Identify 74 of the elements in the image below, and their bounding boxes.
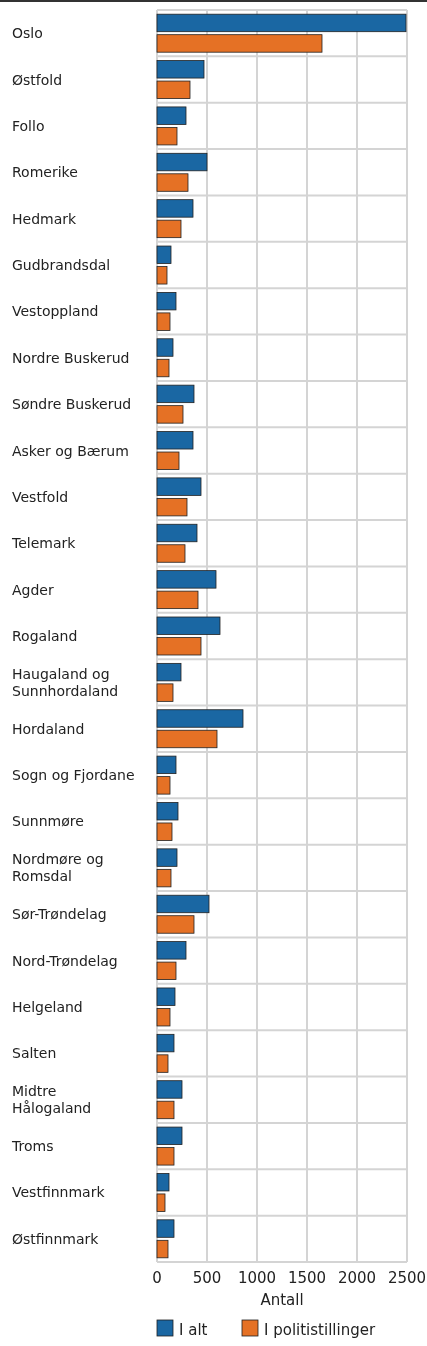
- bar: [156, 358, 170, 378]
- y-tick-label: Sogn og Fjordane: [12, 767, 135, 784]
- legend-label: I politistillinger: [264, 1321, 376, 1339]
- bar: [156, 13, 407, 33]
- bar: [156, 776, 171, 795]
- bar: [156, 245, 172, 264]
- bar: [156, 894, 210, 914]
- y-tick-label: Nordmøre og Romsdal: [12, 851, 104, 885]
- x-axis-title: Antall: [260, 1291, 304, 1309]
- bar: [156, 1080, 183, 1099]
- y-tick-label: Oslo: [12, 25, 43, 42]
- bar: [156, 106, 187, 125]
- bar: [156, 755, 177, 775]
- bar: [156, 915, 195, 934]
- bar: [156, 729, 218, 749]
- legend-label: I alt: [179, 1321, 208, 1339]
- x-tick-label: 1500: [287, 1269, 327, 1287]
- y-tick-label: Nordre Buskerud: [12, 349, 130, 366]
- y-tick-label: Agder: [12, 581, 54, 598]
- x-tick-label: 2500: [387, 1269, 427, 1287]
- y-tick-label: Gudbrandsdal: [12, 257, 111, 274]
- x-tick-label: 0: [152, 1269, 162, 1287]
- bar: [156, 616, 221, 635]
- bar: [156, 1054, 169, 1073]
- x-tick-label: 2000: [337, 1269, 377, 1287]
- y-tick-label: Vestfinnmark: [12, 1184, 106, 1201]
- x-tick-label: 1000: [237, 1269, 277, 1287]
- x-tick-label: 500: [192, 1269, 222, 1287]
- y-tick-label: Hedmark: [12, 210, 77, 227]
- bar: [156, 1239, 169, 1259]
- bar: [156, 987, 176, 1006]
- bar: [156, 1100, 175, 1120]
- bar: [156, 152, 208, 172]
- bar: [156, 219, 182, 239]
- y-tick-label: Follo: [12, 117, 45, 134]
- y-tick-label: Romerike: [12, 164, 78, 181]
- bar: [156, 544, 186, 563]
- bar: [156, 384, 195, 404]
- y-tick-label: Sør-Trøndelag: [12, 906, 107, 923]
- y-tick-label: Søndre Buskerud: [12, 396, 132, 413]
- bar: [156, 637, 202, 656]
- bar: [156, 709, 244, 728]
- bar: [156, 1147, 175, 1166]
- bar: [156, 405, 184, 424]
- bar: [156, 1126, 183, 1145]
- bar: [156, 338, 174, 357]
- bar: [156, 266, 168, 285]
- y-tick-label: Østfold: [12, 71, 63, 88]
- bar: [156, 199, 194, 218]
- y-tick-label: Haugaland og Sunnhordaland: [12, 665, 119, 699]
- y-tick-label: Midtre Hålogaland: [12, 1083, 92, 1117]
- y-tick-label: Østfinnmark: [12, 1230, 100, 1247]
- y-tick-label: Salten: [12, 1045, 57, 1062]
- y-tick-label: Sunnmøre: [12, 813, 84, 830]
- bar: [156, 34, 323, 53]
- bar: [156, 1033, 175, 1053]
- y-tick-label: Vestoppland: [12, 303, 99, 320]
- y-tick-label: Rogaland: [12, 628, 78, 644]
- bar: [156, 173, 189, 192]
- y-tick-label: Asker og Bærum: [12, 442, 129, 459]
- bar: [156, 477, 202, 496]
- y-tick-label: Helgeland: [12, 998, 83, 1015]
- y-tick-label: Telemark: [11, 535, 77, 552]
- bar: [156, 1219, 175, 1238]
- y-tick-label: Vestfold: [12, 488, 69, 505]
- bar: [156, 848, 178, 867]
- bar: [156, 1008, 171, 1027]
- y-tick-label: Troms: [11, 1138, 54, 1155]
- bar: [156, 523, 198, 543]
- bar: [156, 127, 178, 146]
- y-tick-label: Nord-Trøndelag: [12, 952, 118, 969]
- y-tick-label: Hordaland: [12, 720, 85, 737]
- bar: [156, 868, 172, 888]
- bar: [156, 497, 188, 517]
